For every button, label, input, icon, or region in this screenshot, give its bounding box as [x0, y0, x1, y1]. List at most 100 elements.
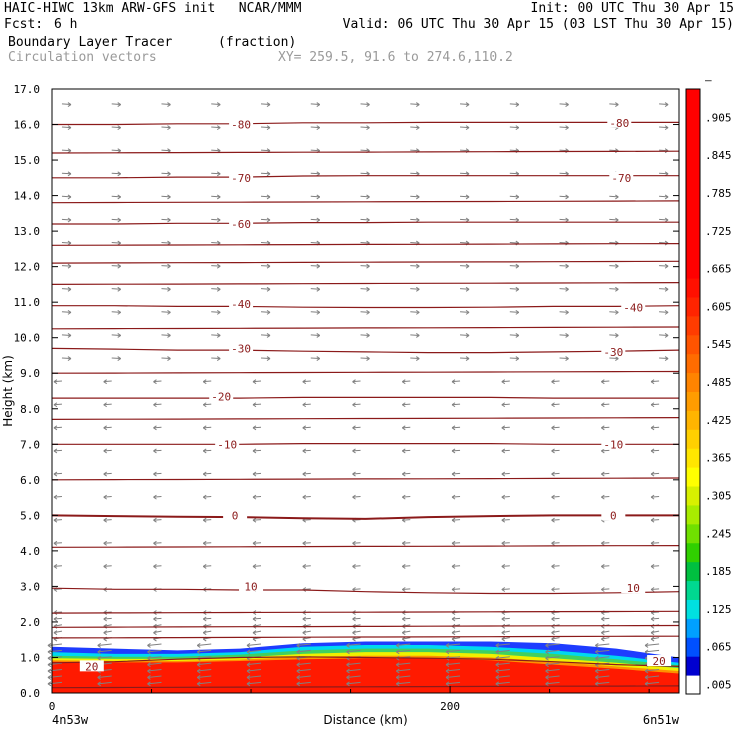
vector-head	[501, 379, 506, 385]
vector-head	[167, 125, 171, 131]
vector-head	[216, 309, 221, 315]
vector-head	[601, 471, 605, 477]
vector-head	[451, 494, 456, 500]
vector-arrow	[310, 288, 320, 290]
vector-arrow	[53, 588, 62, 590]
vector-arrow	[402, 403, 411, 406]
vector-head	[216, 102, 221, 107]
vector-head	[53, 379, 58, 385]
vector-arrow	[352, 630, 361, 634]
vector-head	[396, 668, 400, 674]
vector-arrow	[402, 630, 411, 634]
vector-head	[266, 356, 271, 361]
vector-arrow	[352, 472, 361, 475]
vector-head	[366, 333, 370, 338]
vector-arrow	[53, 472, 62, 475]
vector-head	[103, 630, 107, 636]
vector-head	[416, 217, 420, 223]
vector-arrow	[310, 357, 320, 360]
vector-head	[47, 681, 52, 687]
vector-head	[416, 125, 420, 131]
vector-head	[396, 649, 400, 655]
vector-arrow	[211, 103, 221, 106]
vector-arrow	[153, 519, 162, 521]
contour-label-bg	[621, 582, 646, 594]
vector-arrow	[609, 241, 619, 244]
vector-head	[352, 540, 356, 546]
vector-head	[53, 563, 58, 569]
vector-head	[601, 636, 605, 642]
vector-arrow	[551, 565, 560, 567]
vector-head	[601, 616, 605, 622]
vector-arrow	[252, 624, 262, 627]
vector-arrow	[61, 265, 71, 267]
vector-head	[202, 379, 207, 385]
contour-label: 10	[244, 580, 257, 593]
vector-head	[515, 194, 520, 200]
colorbar-label: .605	[705, 300, 732, 313]
vector-head	[346, 643, 350, 648]
vector-arrow	[53, 519, 62, 521]
vector-head	[650, 616, 655, 622]
vector-head	[302, 448, 307, 454]
vector-arrow	[609, 195, 619, 198]
vector-arrow	[651, 380, 660, 383]
vector-arrow	[360, 288, 370, 290]
vector-head	[545, 649, 549, 655]
vector-head	[153, 402, 157, 408]
vector-head	[515, 356, 520, 361]
vector-arrow	[396, 669, 411, 672]
vector-head	[352, 402, 356, 408]
vector-arrow	[452, 426, 461, 429]
vector-head	[103, 563, 107, 569]
vector-head	[167, 171, 171, 177]
axes: 0.0 1.0 2.0 3.0 4.0 5.0 6.0 7.0 8.0 9.0 10.0 11.0 12…	[14, 83, 679, 713]
colorbar-frame	[685, 88, 701, 695]
vector-arrow	[551, 519, 560, 521]
colorbar-label: .665	[705, 263, 732, 276]
y-tick-label: 17.0	[14, 83, 41, 96]
vector-head	[316, 333, 321, 338]
vector-arrow	[346, 675, 361, 678]
vector-head	[316, 309, 321, 315]
vector-head	[515, 286, 520, 292]
vector-arrow	[501, 449, 510, 452]
vector-arrow	[302, 403, 311, 406]
vector-arrow	[111, 334, 121, 336]
vector-arrow	[103, 449, 112, 452]
vector-arrow	[402, 496, 411, 498]
vector-head	[147, 675, 151, 680]
vector-arrow	[402, 380, 411, 383]
vector-arrow	[445, 669, 461, 672]
vector-arrow	[352, 565, 361, 567]
vector-head	[67, 333, 72, 338]
vector-arrow	[460, 241, 470, 244]
vector-head	[252, 630, 257, 636]
vector-arrow	[445, 681, 461, 685]
vector-head	[266, 194, 271, 200]
vector-arrow	[501, 403, 510, 406]
vector-arrow	[551, 630, 560, 634]
vector-arrow	[211, 311, 221, 313]
vector-head	[601, 402, 605, 408]
vector-head	[650, 425, 655, 431]
vector-arrow	[252, 449, 262, 452]
vector-arrow	[360, 149, 370, 152]
vector-head	[302, 471, 307, 477]
vector-head	[501, 448, 506, 454]
vector-head	[153, 448, 157, 454]
contour-label-bg	[229, 171, 254, 183]
vector-head	[501, 471, 506, 477]
vector-arrow	[153, 617, 162, 620]
vector-arrow	[559, 103, 569, 106]
vector-arrow	[509, 334, 519, 336]
vector-arrow	[111, 103, 121, 106]
vector-arrow	[460, 334, 470, 336]
vector-arrow	[53, 426, 62, 429]
vector-arrow	[302, 630, 311, 634]
vector-arrow	[203, 542, 212, 544]
vector-arrow	[103, 519, 112, 521]
vector-arrow	[601, 542, 610, 544]
vector-head	[650, 540, 655, 546]
vector-head	[53, 540, 58, 546]
